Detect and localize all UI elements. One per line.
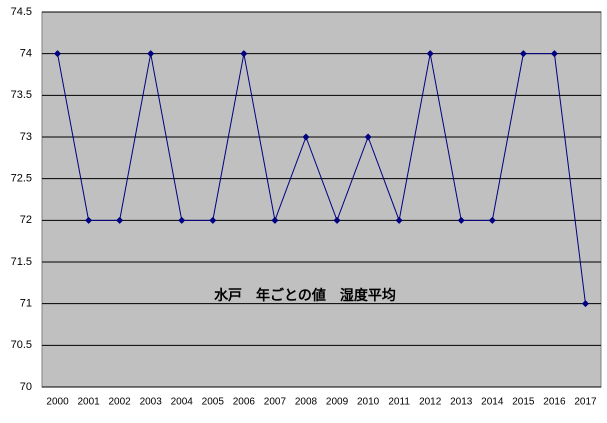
x-tick-label: 2004	[171, 397, 194, 408]
x-tick-label: 2001	[77, 397, 100, 408]
marker	[550, 50, 558, 58]
marker	[209, 216, 217, 224]
x-tick-label: 2015	[512, 397, 535, 408]
y-tick-label: 70.5	[11, 339, 32, 351]
x-tick-label: 2013	[450, 397, 473, 408]
x-tick-label: 2006	[233, 397, 256, 408]
y-tick-label: 71.5	[11, 256, 32, 268]
marker	[333, 216, 341, 224]
y-tick-label: 71	[20, 298, 32, 310]
chart-title: 水戸 年ごとの値 湿度平均	[214, 287, 396, 304]
marker	[395, 216, 403, 224]
marker	[54, 50, 62, 58]
marker	[271, 216, 279, 224]
x-tick-label: 2012	[419, 397, 442, 408]
y-tick-label: 72	[20, 214, 32, 226]
x-tick-label: 2009	[326, 397, 349, 408]
marker	[426, 50, 434, 58]
x-tick-label: 2016	[543, 397, 566, 408]
x-tick-label: 2003	[140, 397, 163, 408]
marker	[581, 300, 589, 308]
y-tick-label: 74.5	[11, 6, 32, 18]
x-tick-label: 2000	[46, 397, 69, 408]
marker	[116, 216, 124, 224]
x-tick-label: 2014	[481, 397, 504, 408]
marker	[85, 216, 93, 224]
x-tick-label: 2017	[574, 397, 597, 408]
y-tick-label: 73	[20, 131, 32, 143]
y-tick-label: 70	[20, 381, 32, 393]
line	[57, 53, 586, 304]
marker	[457, 216, 465, 224]
marker	[302, 133, 310, 141]
marker	[178, 216, 186, 224]
x-tick-label: 2007	[264, 397, 287, 408]
plot-area	[41, 11, 602, 388]
marker	[519, 50, 527, 58]
y-tick-label: 72.5	[11, 173, 32, 185]
x-tick-label: 2010	[357, 397, 380, 408]
marker	[364, 133, 372, 141]
x-tick-label: 2002	[109, 397, 132, 408]
x-tick-label: 2008	[295, 397, 318, 408]
y-tick-label: 73.5	[11, 89, 32, 101]
marker	[147, 50, 155, 58]
x-tick-label: 2011	[388, 397, 410, 408]
marker	[488, 216, 496, 224]
marker	[240, 50, 248, 58]
x-tick-label: 2005	[202, 397, 225, 408]
y-tick-label: 74	[20, 48, 32, 60]
